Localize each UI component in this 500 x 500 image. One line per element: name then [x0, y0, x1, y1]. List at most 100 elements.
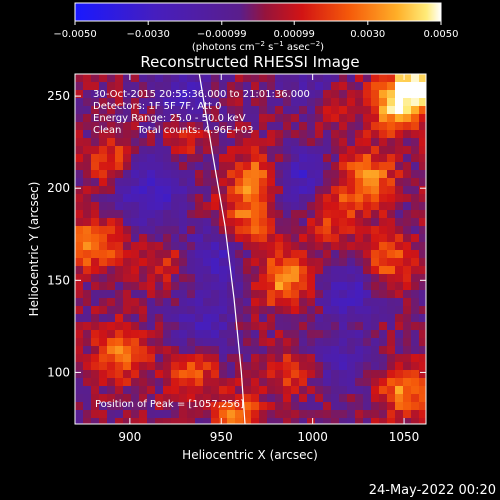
heatmap-cell: [131, 154, 140, 163]
heatmap-cell: [107, 282, 116, 291]
heatmap-cell: [219, 306, 228, 315]
heatmap-cell: [123, 74, 132, 83]
heatmap-cell: [123, 186, 132, 195]
heatmap-cell: [187, 122, 196, 131]
heatmap-cell: [227, 370, 236, 379]
heatmap-cell: [259, 218, 268, 227]
heatmap-cell: [291, 170, 300, 179]
heatmap-cell: [307, 314, 316, 323]
heatmap-cell: [227, 218, 236, 227]
heatmap-cell: [115, 370, 124, 379]
heatmap-cell: [267, 218, 276, 227]
heatmap-cell: [91, 186, 100, 195]
heatmap-cell: [419, 226, 426, 235]
heatmap-cell: [211, 226, 220, 235]
heatmap-cell: [227, 242, 236, 251]
heatmap-cell: [387, 314, 396, 323]
heatmap-cell: [307, 258, 316, 267]
heatmap-cell: [275, 322, 284, 331]
heatmap-cell: [99, 418, 108, 424]
heatmap-cell: [259, 298, 268, 307]
heatmap-cell: [115, 290, 124, 299]
heatmap-cell: [115, 194, 124, 203]
heatmap-cell: [363, 346, 372, 355]
heatmap-cell: [75, 290, 84, 299]
heatmap-cell: [91, 418, 100, 424]
heatmap-cell: [275, 378, 284, 387]
heatmap-cell: [179, 394, 188, 403]
heatmap-cell: [347, 258, 356, 267]
heatmap-cell: [331, 114, 340, 123]
heatmap-cell: [187, 266, 196, 275]
heatmap-cell: [379, 218, 388, 227]
heatmap-cell: [307, 418, 316, 424]
heatmap-cell: [379, 290, 388, 299]
heatmap-cell: [355, 274, 364, 283]
heatmap-cell: [267, 386, 276, 395]
heatmap-cell: [387, 306, 396, 315]
heatmap-cell: [363, 162, 372, 171]
heatmap-cell: [355, 154, 364, 163]
heatmap-cell: [347, 162, 356, 171]
heatmap-cell: [419, 282, 426, 291]
heatmap-cell: [163, 346, 172, 355]
heatmap-cell: [211, 202, 220, 211]
heatmap-cell: [83, 234, 92, 243]
heatmap-cell: [307, 162, 316, 171]
heatmap-cell: [299, 186, 308, 195]
heatmap-cell: [307, 98, 316, 107]
heatmap-cell: [91, 82, 100, 91]
heatmap-cell: [307, 354, 316, 363]
heatmap-cell: [299, 266, 308, 275]
heatmap-cell: [371, 202, 380, 211]
heatmap-cell: [395, 266, 404, 275]
heatmap-cell: [299, 394, 308, 403]
heatmap-cell: [75, 242, 84, 251]
heatmap-cell: [275, 74, 284, 83]
heatmap-cell: [203, 282, 212, 291]
heatmap-cell: [147, 154, 156, 163]
heatmap-cell: [83, 138, 92, 147]
heatmap-cell: [211, 82, 220, 91]
heatmap-cell: [259, 290, 268, 299]
heatmap-cell: [123, 354, 132, 363]
heatmap-cell: [403, 266, 412, 275]
heatmap-cell: [83, 130, 92, 139]
heatmap-cell: [315, 410, 324, 419]
heatmap-cell: [371, 106, 380, 115]
heatmap-cell: [139, 306, 148, 315]
heatmap-cell: [91, 266, 100, 275]
heatmap-cell: [267, 378, 276, 387]
heatmap-cell: [339, 298, 348, 307]
heatmap-cell: [139, 202, 148, 211]
heatmap-cell: [227, 122, 236, 131]
heatmap-cell: [259, 258, 268, 267]
heatmap-cell: [155, 130, 164, 139]
heatmap-cell: [99, 274, 108, 283]
heatmap-cell: [299, 178, 308, 187]
heatmap-cell: [355, 298, 364, 307]
heatmap-cell: [251, 322, 260, 331]
heatmap-cell: [139, 274, 148, 283]
heatmap-cell: [147, 226, 156, 235]
heatmap-cell: [171, 218, 180, 227]
heatmap-cell: [115, 186, 124, 195]
heatmap-cell: [203, 186, 212, 195]
heatmap-cell: [219, 162, 228, 171]
heatmap-cell: [331, 258, 340, 267]
heatmap-cell: [379, 194, 388, 203]
heatmap-cell: [251, 82, 260, 91]
heatmap-cell: [107, 178, 116, 187]
heatmap-cell: [379, 418, 388, 424]
heatmap-cell: [123, 98, 132, 107]
heatmap-cell: [259, 170, 268, 179]
heatmap-cell: [323, 114, 332, 123]
heatmap-cell: [411, 114, 420, 123]
heatmap-cell: [107, 306, 116, 315]
heatmap-cell: [299, 170, 308, 179]
heatmap-cell: [131, 218, 140, 227]
heatmap-cell: [275, 106, 284, 115]
heatmap-cell: [283, 146, 292, 155]
heatmap-cell: [283, 122, 292, 131]
heatmap-cell: [131, 282, 140, 291]
